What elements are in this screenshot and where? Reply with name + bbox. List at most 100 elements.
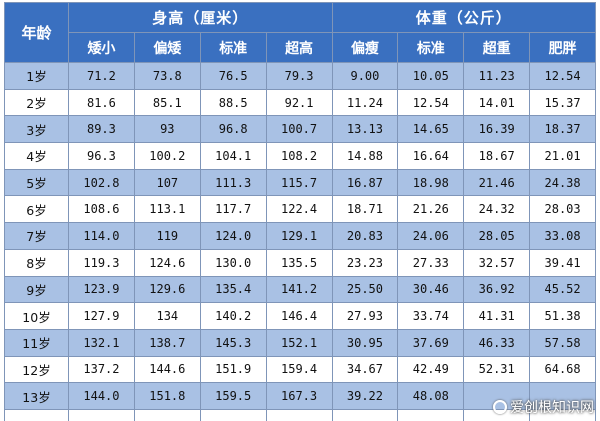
- value-cell: 11.24: [331, 88, 399, 117]
- value-cell: 129.6: [133, 275, 201, 304]
- value-cell: 16.64: [397, 142, 465, 170]
- value-cell: 36.92: [463, 275, 531, 304]
- value-cell: 20.83: [331, 222, 399, 250]
- value-cell: 27.93: [331, 302, 399, 330]
- value-cell: 25.50: [331, 275, 399, 304]
- value-cell: 16.87: [331, 168, 399, 197]
- table-row: 9岁 123.9 129.6 135.4 141.2 25.50 30.46 36.92 45.…: [4, 275, 596, 304]
- value-cell: 76.5: [199, 62, 267, 90]
- value-cell: 89.3: [68, 115, 135, 144]
- value-cell: 18.67: [463, 142, 531, 170]
- value-cell: 145.3: [199, 328, 267, 357]
- value-cell: 104.1: [199, 142, 267, 170]
- value-cell: 107: [133, 168, 201, 197]
- value-cell: 134: [133, 302, 201, 330]
- column-header: 超重: [463, 32, 531, 63]
- value-cell: 39.41: [529, 248, 596, 277]
- value-cell: 159.5: [199, 382, 267, 410]
- age-cell: 10岁: [4, 302, 69, 330]
- table-row: 1岁 71.2 73.8 76.5 79.3 9.00 10.05 11.23 12.54: [4, 62, 596, 90]
- table-row: 10岁 127.9 134 140.2 146.4 27.93 33.74 41.31 51.3…: [4, 302, 596, 330]
- value-cell: 34.67: [331, 355, 399, 384]
- value-cell: 111.3: [199, 168, 267, 197]
- table-row: 7岁 114.0 119 124.0 129.1 20.83 24.06 28.05 33.08: [4, 222, 596, 250]
- table-row: 5岁 102.8 107 111.3 115.7 16.87 18.98 21.46 24.38: [4, 168, 596, 197]
- value-cell: 144.6: [133, 355, 201, 384]
- value-cell: 28.03: [529, 195, 596, 224]
- value-cell: 32.57: [463, 248, 531, 277]
- value-cell: 18.37: [529, 115, 596, 144]
- value-cell: 30.46: [397, 275, 465, 304]
- value-cell: 14.88: [331, 142, 399, 170]
- value-cell: [133, 408, 201, 421]
- watermark-logo-icon: [493, 400, 507, 414]
- value-cell: 12.54: [397, 88, 465, 117]
- table-row: 11岁 132.1 138.7 145.3 152.1 30.95 37.69 46.33 57…: [4, 328, 596, 357]
- value-cell: 85.1: [133, 88, 201, 117]
- table-row: 13岁 144.0 151.8 159.5 167.3 39.22 48.08: [4, 382, 596, 410]
- value-cell: [68, 408, 135, 421]
- value-cell: 140.2: [199, 302, 267, 330]
- age-cell: 8岁: [4, 248, 69, 277]
- value-cell: 146.4: [265, 302, 333, 330]
- value-cell: 30.95: [331, 328, 399, 357]
- value-cell: 14.01: [463, 88, 531, 117]
- value-cell: 115.7: [265, 168, 333, 197]
- value-cell: 119.3: [68, 248, 135, 277]
- table-row: 2岁 81.6 85.1 88.5 92.1 11.24 12.54 14.01 15.37: [4, 88, 596, 117]
- table-row: 3岁 89.3 93 96.8 100.7 13.13 14.65 16.39 18.37: [4, 115, 596, 144]
- value-cell: 114.0: [68, 222, 135, 250]
- value-cell: 12.54: [529, 62, 596, 90]
- table-row: 8岁 119.3 124.6 130.0 135.5 23.23 27.33 32.57 39.…: [4, 248, 596, 277]
- header-row-columns: 矮小 偏矮 标准 超高 偏瘦 标准 超重 肥胖: [5, 32, 596, 63]
- column-header: 肥胖: [529, 32, 596, 63]
- value-cell: 10.05: [397, 62, 465, 90]
- value-cell: 24.38: [529, 168, 596, 197]
- value-cell: 37.69: [397, 328, 465, 357]
- value-cell: 21.46: [463, 168, 531, 197]
- value-cell: 27.33: [397, 248, 465, 277]
- value-cell: 100.2: [133, 142, 201, 170]
- value-cell: 96.8: [199, 115, 267, 144]
- value-cell: 33.74: [397, 302, 465, 330]
- value-cell: 64.68: [529, 355, 596, 384]
- value-cell: [397, 408, 465, 421]
- height-group-header: 身高（厘米）: [68, 2, 333, 33]
- age-cell: 11岁: [4, 328, 69, 357]
- value-cell: 122.4: [265, 195, 333, 224]
- value-cell: 48.08: [397, 382, 465, 410]
- value-cell: 129.1: [265, 222, 333, 250]
- age-cell: [4, 408, 69, 421]
- value-cell: [331, 408, 399, 421]
- value-cell: 24.06: [397, 222, 465, 250]
- value-cell: 71.2: [68, 62, 135, 90]
- column-header: 偏瘦: [331, 32, 399, 63]
- value-cell: 13.13: [331, 115, 399, 144]
- value-cell: 151.9: [199, 355, 267, 384]
- age-cell: 2岁: [4, 88, 69, 117]
- age-cell: 5岁: [4, 168, 69, 197]
- age-cell: 9岁: [4, 275, 69, 304]
- age-cell: 3岁: [4, 115, 69, 144]
- value-cell: [199, 408, 267, 421]
- value-cell: 151.8: [133, 382, 201, 410]
- age-cell: 13岁: [4, 382, 69, 410]
- value-cell: 141.2: [265, 275, 333, 304]
- age-cell: 1岁: [4, 62, 69, 90]
- value-cell: 39.22: [331, 382, 399, 410]
- value-cell: 18.98: [397, 168, 465, 197]
- value-cell: 79.3: [265, 62, 333, 90]
- column-header: 偏矮: [133, 32, 201, 63]
- value-cell: 119: [133, 222, 201, 250]
- value-cell: [265, 408, 333, 421]
- value-cell: 124.0: [199, 222, 267, 250]
- value-cell: 88.5: [199, 88, 267, 117]
- column-header: 矮小: [68, 32, 135, 63]
- age-cell: 6岁: [4, 195, 69, 224]
- value-cell: 138.7: [133, 328, 201, 357]
- value-cell: 167.3: [265, 382, 333, 410]
- value-cell: 93: [133, 115, 201, 144]
- value-cell: 124.6: [133, 248, 201, 277]
- value-cell: 21.01: [529, 142, 596, 170]
